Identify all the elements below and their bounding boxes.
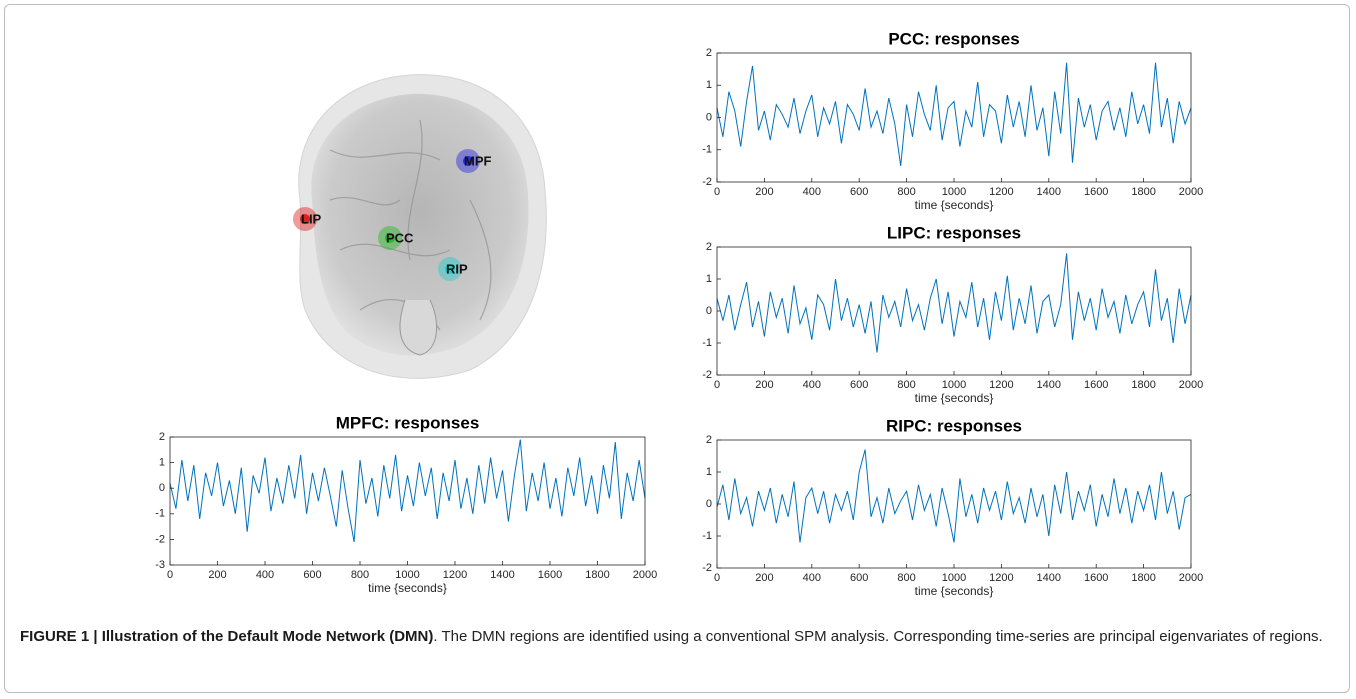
x-tick-label: 1600	[1084, 572, 1108, 584]
figure-caption: FIGURE 1 | Illustration of the Default M…	[20, 626, 1330, 648]
x-tick-label: 600	[303, 569, 321, 581]
y-tick-label: 1	[706, 273, 712, 285]
y-tick-label: -2	[702, 176, 712, 188]
x-tick-label: 800	[897, 186, 915, 198]
y-tick-label: 0	[706, 111, 712, 123]
y-tick-label: 0	[159, 482, 165, 494]
plot-area	[170, 437, 645, 565]
chart-title: PCC: responses	[888, 29, 1019, 48]
y-tick-label: -2	[155, 533, 165, 545]
x-tick-label: 1000	[942, 379, 966, 391]
x-axis-label: time {seconds}	[915, 584, 994, 598]
region-dot	[385, 233, 395, 243]
chart-title: RIPC: responses	[886, 416, 1022, 435]
region-label: RIP	[446, 261, 468, 276]
y-tick-label: 1	[159, 457, 165, 469]
x-tick-label: 2000	[1179, 379, 1203, 391]
x-axis-label: time {seconds}	[915, 198, 994, 212]
x-tick-label: 2000	[1179, 186, 1203, 198]
x-tick-label: 1000	[942, 572, 966, 584]
region-label: LIP	[301, 211, 322, 226]
x-tick-label: 0	[167, 569, 173, 581]
caption-label: FIGURE 1 | Illustration of the Default M…	[20, 628, 434, 645]
y-tick-label: 2	[706, 241, 712, 253]
brain-render	[298, 74, 547, 379]
x-tick-label: 1400	[490, 569, 514, 581]
y-tick-label: -1	[702, 144, 712, 156]
x-tick-label: 800	[897, 379, 915, 391]
x-tick-label: 400	[803, 379, 821, 391]
y-tick-label: 1	[706, 466, 712, 478]
region-dot	[463, 156, 473, 166]
x-axis-label: time {seconds}	[368, 581, 447, 595]
x-tick-label: 0	[714, 572, 720, 584]
x-tick-label: 0	[714, 186, 720, 198]
plot-area	[717, 247, 1191, 375]
x-tick-label: 1200	[989, 572, 1013, 584]
x-tick-label: 2000	[1179, 572, 1203, 584]
region-dot	[300, 214, 310, 224]
x-tick-label: 400	[256, 569, 274, 581]
chart-title: MPFC: responses	[336, 413, 480, 432]
x-tick-label: 2000	[633, 569, 657, 581]
region-label: PCC	[386, 230, 414, 245]
brain-regions: MPF LIP PCC RIP	[293, 149, 492, 281]
x-tick-label: 600	[850, 379, 868, 391]
x-axis-label: time {seconds}	[915, 391, 994, 405]
x-tick-label: 600	[850, 572, 868, 584]
x-tick-label: 800	[351, 569, 369, 581]
x-tick-label: 1600	[1084, 186, 1108, 198]
charts: 0 200 400 600 800 1000 1200 1400 1600 1800 2000-2-…	[155, 29, 1203, 598]
y-tick-label: 2	[706, 47, 712, 59]
region-label: MPF	[464, 153, 492, 168]
y-tick-label: 0	[706, 498, 712, 510]
x-tick-label: 1000	[395, 569, 419, 581]
x-tick-label: 1600	[1084, 379, 1108, 391]
caption-text: . The DMN regions are identified using a…	[433, 628, 1323, 645]
y-tick-label: -1	[155, 508, 165, 520]
data-line	[716, 253, 1192, 353]
y-tick-label: 2	[159, 431, 165, 443]
x-tick-label: 1800	[1131, 572, 1155, 584]
x-tick-label: 200	[208, 569, 226, 581]
x-tick-label: 200	[755, 186, 773, 198]
x-tick-label: 1000	[942, 186, 966, 198]
region-dot	[445, 264, 455, 274]
y-tick-label: -3	[155, 559, 165, 571]
x-tick-label: 1200	[989, 379, 1013, 391]
x-tick-label: 200	[755, 379, 773, 391]
plot-area	[717, 53, 1191, 182]
x-tick-label: 1400	[1037, 572, 1061, 584]
y-tick-label: -1	[702, 337, 712, 349]
x-tick-label: 1200	[989, 186, 1013, 198]
x-tick-label: 600	[850, 186, 868, 198]
y-tick-label: 2	[706, 434, 712, 446]
data-line	[716, 449, 1192, 543]
x-tick-label: 0	[714, 379, 720, 391]
x-tick-label: 400	[803, 186, 821, 198]
y-tick-label: -1	[702, 530, 712, 542]
y-tick-label: -2	[702, 562, 712, 574]
y-tick-label: -2	[702, 369, 712, 381]
x-tick-label: 800	[897, 572, 915, 584]
data-line	[716, 62, 1192, 166]
figure-frame	[4, 4, 1350, 693]
chart-title: LIPC: responses	[887, 223, 1021, 242]
x-tick-label: 1800	[1131, 186, 1155, 198]
x-tick-label: 200	[755, 572, 773, 584]
y-tick-label: 1	[706, 79, 712, 91]
x-tick-label: 400	[803, 572, 821, 584]
x-tick-label: 1400	[1037, 186, 1061, 198]
plot-area	[717, 440, 1191, 568]
x-tick-label: 1800	[585, 569, 609, 581]
y-tick-label: 0	[706, 305, 712, 317]
data-line	[169, 439, 646, 543]
x-tick-label: 1800	[1131, 379, 1155, 391]
x-tick-label: 1200	[443, 569, 467, 581]
x-tick-label: 1600	[538, 569, 562, 581]
x-tick-label: 1400	[1037, 379, 1061, 391]
